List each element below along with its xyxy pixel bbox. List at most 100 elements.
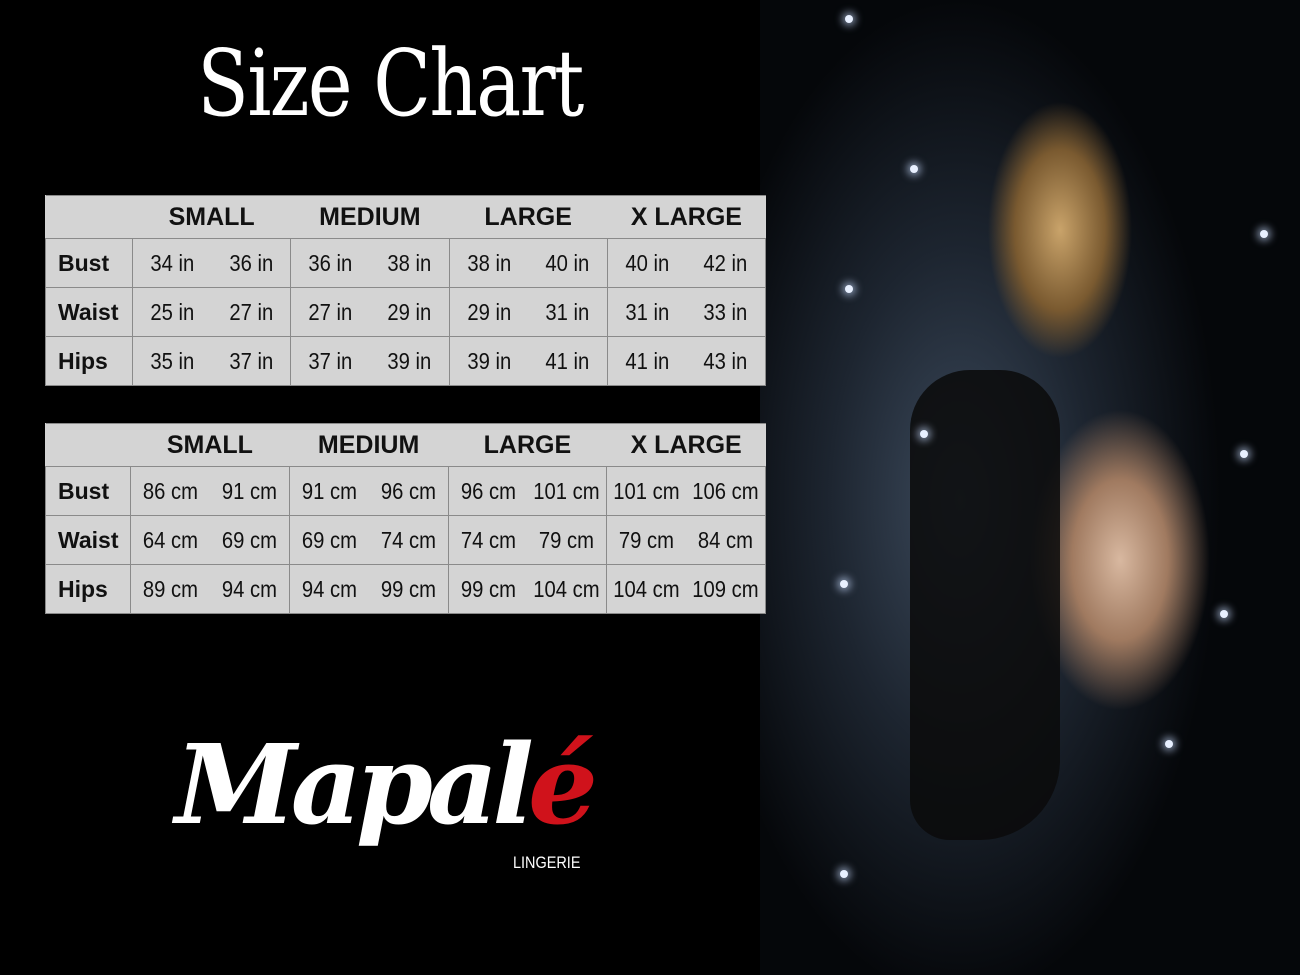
measure-value: 25 in [150,298,195,325]
measure-value: 91 cm [301,477,357,504]
size-range-cell: 41 in 43 in [606,336,767,386]
page-title: Size Chart [197,30,584,137]
measure-value: 104 cm [613,575,680,602]
size-range-cell: 25 in 27 in [131,287,292,337]
measure-value: 94 cm [301,575,357,602]
tuft-button [845,15,853,23]
size-range-cell: 34 in 36 in [131,238,292,288]
size-range-cell: 64 cm 69 cm [130,515,290,565]
brand-accent: é [528,720,598,849]
measure-value: 40 in [625,249,670,276]
size-range-cell: 29 in 31 in [448,287,608,337]
measure-value: 101 cm [613,477,680,504]
size-range-cell: 69 cm 74 cm [288,515,449,565]
measure-value: 79 cm [539,526,595,553]
size-range-cell: 39 in 41 in [448,336,608,386]
measure-value: 27 in [228,298,273,325]
measure-label: Hips [45,336,133,386]
tuft-button [1260,230,1268,238]
size-range-cell: 36 in 38 in [290,238,450,288]
tuft-button [1165,740,1173,748]
measure-value: 106 cm [692,477,759,504]
size-header: SMALL [130,423,290,467]
measure-value: 38 in [466,249,511,276]
size-range-cell: 89 cm 94 cm [130,564,290,614]
measure-value: 29 in [387,298,432,325]
table-row: Waist 25 in 27 in 27 in 29 in 29 in 31 in 31 in… [45,287,767,337]
lace-bodysuit-silhouette [910,370,1060,840]
measure-value: 41 in [545,347,590,374]
measure-value: 39 in [387,347,432,374]
measure-value: 36 in [228,249,273,276]
size-range-cell: 86 cm 91 cm [130,466,290,516]
size-header: X LARGE [607,195,766,239]
size-range-cell: 40 in 42 in [606,238,767,288]
measure-value: 96 cm [460,477,516,504]
measure-value: 31 in [625,298,670,325]
size-range-cell: 96 cm 101 cm [447,466,608,516]
table-row: Bust 86 cm 91 cm 91 cm 96 cm 96 cm 101 cm 101 c… [45,466,766,516]
measure-value: 42 in [703,249,748,276]
measure-value: 35 in [150,347,195,374]
measure-label: Hips [45,564,131,614]
measure-value: 69 cm [301,526,357,553]
measure-value: 33 in [703,298,748,325]
measure-value: 43 in [703,347,748,374]
measure-value: 36 in [308,249,353,276]
measure-value: 79 cm [619,526,675,553]
tuft-button [1240,450,1248,458]
header-row: SMALL MEDIUM LARGE X LARGE [45,195,766,239]
size-range-cell: 94 cm 99 cm [288,564,449,614]
measure-value: 34 in [150,249,195,276]
measure-label: Bust [45,238,133,288]
tuft-button [1220,610,1228,618]
brand-logo: Mapalé [175,720,598,849]
size-header: MEDIUM [289,423,448,467]
measure-value: 27 in [308,298,353,325]
tuft-button [845,285,853,293]
measure-value: 37 in [228,347,273,374]
table-row: Hips 35 in 37 in 37 in 39 in 39 in 41 in 41 in 4… [45,336,767,386]
tuft-button [840,870,848,878]
measure-value: 99 cm [380,575,436,602]
table-row: Bust 34 in 36 in 36 in 38 in 38 in 40 in 40 in 4… [45,238,767,288]
size-range-cell: 104 cm 109 cm [606,564,766,614]
measure-label: Bust [45,466,131,516]
size-header: LARGE [448,423,607,467]
size-table-inches: SMALL MEDIUM LARGE X LARGE Bust 34 in 36 in 36 … [45,195,767,386]
measure-value: 41 in [625,347,670,374]
brand-tagline: LINGERIE [513,853,581,872]
measure-value: 94 cm [221,575,277,602]
tuft-button [840,580,848,588]
corner-cell [45,423,131,467]
tuft-button [920,430,928,438]
measure-value: 101 cm [533,477,601,504]
measure-value: 38 in [387,249,432,276]
size-range-cell: 35 in 37 in [131,336,292,386]
size-range-cell: 38 in 40 in [448,238,608,288]
corner-cell [45,195,133,239]
measure-value: 31 in [545,298,590,325]
measure-label: Waist [45,515,131,565]
measure-label: Waist [45,287,133,337]
size-range-cell: 37 in 39 in [290,336,450,386]
size-range-cell: 91 cm 96 cm [288,466,449,516]
size-header: SMALL [132,195,291,239]
table-row: Waist 64 cm 69 cm 69 cm 74 cm 74 cm 79 cm 79 cm… [45,515,766,565]
size-header: MEDIUM [290,195,449,239]
table-row: Hips 89 cm 94 cm 94 cm 99 cm 99 cm 104 cm 104 c… [45,564,766,614]
size-range-cell: 99 cm 104 cm [447,564,608,614]
measure-value: 86 cm [142,477,198,504]
size-range-cell: 31 in 33 in [606,287,767,337]
size-range-cell: 27 in 29 in [290,287,450,337]
measure-value: 91 cm [221,477,277,504]
measure-value: 74 cm [380,526,436,553]
measure-value: 69 cm [221,526,277,553]
measure-value: 74 cm [460,526,516,553]
size-table-cm: SMALL MEDIUM LARGE X LARGE Bust 86 cm 91 cm 91 … [45,423,766,614]
measure-value: 29 in [466,298,511,325]
size-range-cell: 74 cm 79 cm [447,515,608,565]
measure-value: 84 cm [697,526,754,553]
size-range-cell: 79 cm 84 cm [606,515,766,565]
